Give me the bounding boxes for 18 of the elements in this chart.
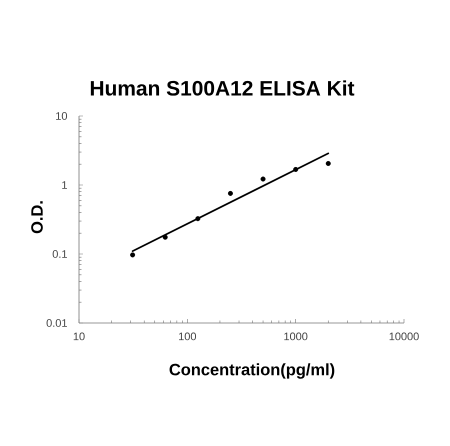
point: [162, 234, 168, 240]
point: [228, 190, 233, 196]
y-tick-label: 1: [62, 181, 67, 189]
point: [293, 166, 298, 172]
x-tick-label: 10: [74, 332, 85, 340]
y-axis-title: O.D.: [31, 201, 43, 234]
x-tick-label: 1000: [284, 332, 308, 340]
x-axis-title: Concentration(pg/ml): [170, 363, 334, 379]
chart-title: Human S100A12 ELISA Kit: [90, 80, 354, 96]
x-tick-label: 100: [179, 332, 196, 340]
y-tick-label: 0.01: [46, 319, 67, 327]
point: [195, 216, 200, 222]
y-tick-label: 0.1: [52, 250, 67, 258]
point: [326, 160, 331, 166]
y-tick-label: 10: [56, 112, 68, 120]
point: [130, 252, 136, 258]
point: [260, 176, 266, 182]
x-tick-label: 10000: [390, 332, 419, 340]
